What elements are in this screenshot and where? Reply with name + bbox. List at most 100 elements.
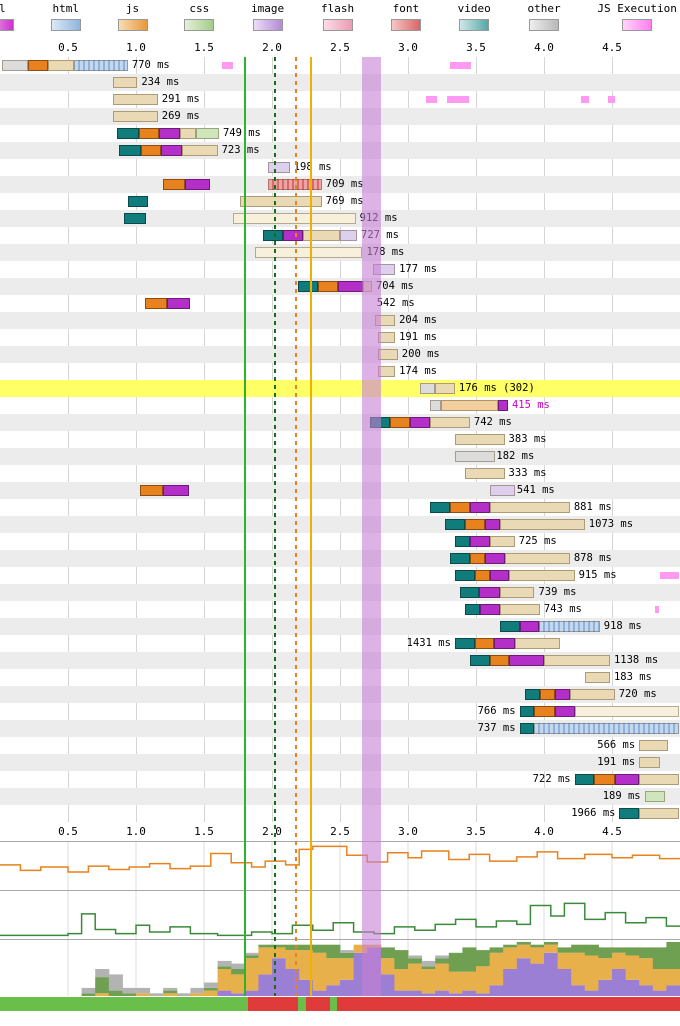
request-segment-other [2, 60, 28, 71]
waterfall-request-row[interactable]: 739 ms [0, 584, 680, 601]
waterfall-request-row[interactable]: 234 ms [0, 74, 680, 91]
cpu-utilization-chart [0, 841, 680, 890]
waterfall-request-row[interactable]: 415 ms [0, 397, 680, 414]
request-segment-tan [48, 60, 75, 71]
request-time-label: 383 ms [508, 433, 547, 445]
request-segment-connect [138, 128, 160, 139]
waterfall-request-row[interactable]: 1431 ms [0, 635, 680, 652]
timeline-axis-top: 0.5 1.0 1.5 2.0 2.5 3.0 3.5 4.0 4.5 [0, 38, 680, 57]
waterfall-request-row[interactable]: 727 ms [0, 227, 680, 244]
request-time-label: 191 ms [597, 756, 636, 768]
waterfall-request-row[interactable]: 749 ms [0, 125, 680, 142]
waterfall-request-row[interactable]: 742 ms [0, 414, 680, 431]
grid-line [204, 57, 205, 822]
waterfall-request-row[interactable]: 915 ms [0, 567, 680, 584]
waterfall-request-row[interactable]: 878 ms [0, 550, 680, 567]
legend-label: flash [320, 2, 355, 15]
request-segment-connect [489, 655, 510, 666]
request-segment-tan [639, 774, 679, 785]
waterfall-request-row[interactable]: 881 ms [0, 499, 680, 516]
waterfall-request-row[interactable]: 189 ms [0, 788, 680, 805]
waterfall-request-row[interactable]: 912 ms [0, 210, 680, 227]
request-segment-dns [444, 519, 466, 530]
waterfall-request-row[interactable]: 1073 ms [0, 516, 680, 533]
request-segment-tan [639, 808, 679, 819]
legend-label: sl [0, 2, 6, 15]
request-segment-ssl [159, 128, 180, 139]
waterfall-request-row[interactable]: 198 ms [0, 159, 680, 176]
waterfall-request-row[interactable]: 541 ms [0, 482, 680, 499]
request-segment-dns [127, 196, 149, 207]
request-time-label: 566 ms [597, 739, 636, 751]
request-segment-tan [639, 757, 660, 768]
legend-swatch-icon [184, 19, 215, 31]
waterfall-request-row[interactable]: 709 ms [0, 176, 680, 193]
waterfall-request-row[interactable]: 200 ms [0, 346, 680, 363]
waterfall-request-row[interactable]: 1966 ms [0, 805, 680, 822]
grid-line [340, 57, 341, 822]
waterfall-request-row[interactable]: 174 ms [0, 363, 680, 380]
waterfall-request-row[interactable]: 204 ms [0, 312, 680, 329]
waterfall-request-row[interactable]: 191 ms [0, 329, 680, 346]
request-time-label: 198 ms [293, 161, 332, 173]
request-segment-ssl [184, 179, 211, 190]
request-segment-other [454, 451, 496, 462]
waterfall-request-row[interactable]: 178 ms [0, 244, 680, 261]
waterfall-request-row[interactable]: 725 ms [0, 533, 680, 550]
waterfall-request-row[interactable]: 191 ms [0, 754, 680, 771]
request-time-label: 766 ms [477, 705, 516, 717]
request-segment-tan [489, 502, 570, 513]
legend-item-flash: flash [321, 2, 354, 38]
request-time-label: 183 ms [613, 671, 652, 683]
request-segment-ssl [614, 774, 640, 785]
waterfall-request-row[interactable]: 770 ms [0, 57, 680, 74]
main-thread-activity [67, 940, 680, 996]
request-segment-tan [489, 536, 515, 547]
waterfall-request-row[interactable]: 918 ms [0, 618, 680, 635]
axis-tick-label: 3.0 [398, 41, 418, 54]
progress-segment-red [247, 997, 298, 1011]
request-time-label: 770 ms [131, 59, 170, 71]
request-segment-tan [112, 94, 158, 105]
request-segment-connect [318, 281, 338, 292]
waterfall-request-row[interactable]: 704 ms [0, 278, 680, 295]
request-segment-dns [519, 706, 535, 717]
request-segment-other [420, 383, 436, 394]
waterfall-request-row[interactable]: 720 ms [0, 686, 680, 703]
grid-line [544, 57, 545, 822]
waterfall-request-row[interactable]: 769 ms [0, 193, 680, 210]
request-segment-dns [119, 145, 141, 156]
waterfall-request-row[interactable]: 722 ms [0, 771, 680, 788]
axis-tick-label: 4.5 [602, 825, 622, 838]
js-execution-mark [221, 62, 233, 69]
waterfall-request-row[interactable]: 566 ms [0, 737, 680, 754]
waterfall-request-row[interactable]: 1138 ms [0, 652, 680, 669]
request-segment-image [373, 264, 396, 275]
waterfall-request-row[interactable]: 743 ms [0, 601, 680, 618]
waterfall-request-row[interactable]: 269 ms [0, 108, 680, 125]
request-segment-connect [450, 502, 470, 513]
waterfall-request-row[interactable]: 333 ms [0, 465, 680, 482]
request-time-label: 720 ms [618, 688, 657, 700]
waterfall-request-row[interactable]: 766 ms [0, 703, 680, 720]
legend-item-css: css [184, 2, 215, 38]
waterfall-request-row[interactable]: 176 ms (302) [0, 380, 680, 397]
waterfall-request-row[interactable]: 542 ms [0, 295, 680, 312]
waterfall-request-row[interactable]: 737 ms [0, 720, 680, 737]
request-time-label: 1073 ms [588, 518, 634, 530]
waterfall-request-row[interactable]: 182 ms [0, 448, 680, 465]
axis-tick-label: 1.5 [194, 41, 214, 54]
legend-item-other: other [528, 2, 561, 38]
axis-tick-label: 1.5 [194, 825, 214, 838]
waterfall-request-row[interactable]: 723 ms [0, 142, 680, 159]
waterfall-request-row[interactable]: 383 ms [0, 431, 680, 448]
cpu-utilization-line [0, 842, 680, 890]
grid-line [136, 57, 137, 822]
request-time-label: 178 ms [366, 246, 405, 258]
request-segment-tan [240, 196, 322, 207]
waterfall-request-row[interactable]: 291 ms [0, 91, 680, 108]
waterfall-request-row[interactable]: 183 ms [0, 669, 680, 686]
waterfall-request-row[interactable]: 177 ms [0, 261, 680, 278]
request-segment-dns [469, 655, 490, 666]
